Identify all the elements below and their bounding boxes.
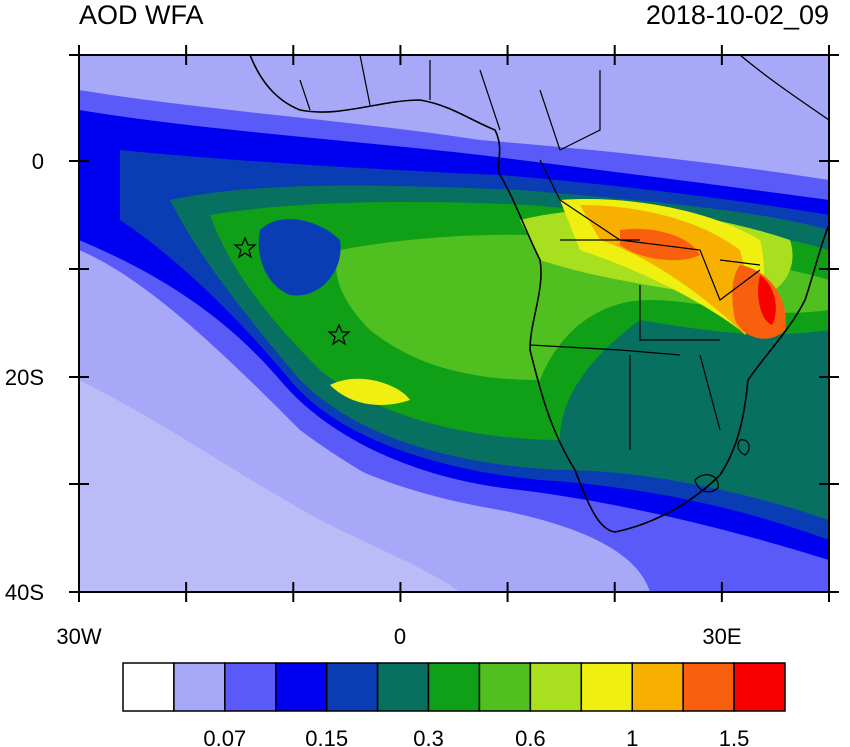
y-axis-label: 40S xyxy=(5,580,44,605)
colorbar-box xyxy=(224,662,277,712)
colorbar-box xyxy=(733,662,786,712)
x-axis-label: 0 xyxy=(394,624,406,649)
x-axis-label: 30W xyxy=(56,624,101,649)
colorbar-box xyxy=(275,662,328,712)
plot-frame xyxy=(78,54,830,593)
colorbar-box xyxy=(682,662,735,712)
colorbar-box xyxy=(631,662,684,712)
colorbar-box xyxy=(173,662,226,712)
colorbar-label: 0.07 xyxy=(203,726,246,747)
colorbar-box xyxy=(478,662,532,712)
colorbar-label: 0.3 xyxy=(413,726,444,747)
colorbar-box xyxy=(529,662,583,712)
colorbar-label: 0.15 xyxy=(305,726,348,747)
axis-ticks xyxy=(69,45,839,602)
axis-labels: 0 20S 40S 30W 0 30E xyxy=(5,149,742,649)
colorbar-box xyxy=(122,662,175,712)
x-axis-label: 30E xyxy=(702,624,741,649)
colorbar-box xyxy=(376,662,430,712)
right-title: 2018-10-02_09 xyxy=(646,0,829,30)
colorbar-box xyxy=(427,662,481,712)
colorbar-label: 1 xyxy=(626,726,638,747)
aod-field xyxy=(79,55,829,592)
colorbar: 0.07 0.15 0.3 0.6 1 1.5 xyxy=(122,662,786,747)
colorbar-label: 1.5 xyxy=(719,726,750,747)
colorbar-box xyxy=(580,662,633,712)
y-axis-label: 20S xyxy=(5,365,44,390)
left-title: AOD WFA xyxy=(79,0,204,30)
y-axis-label: 0 xyxy=(32,149,44,174)
colorbar-box xyxy=(325,662,379,712)
colorbar-label: 0.6 xyxy=(515,726,546,747)
